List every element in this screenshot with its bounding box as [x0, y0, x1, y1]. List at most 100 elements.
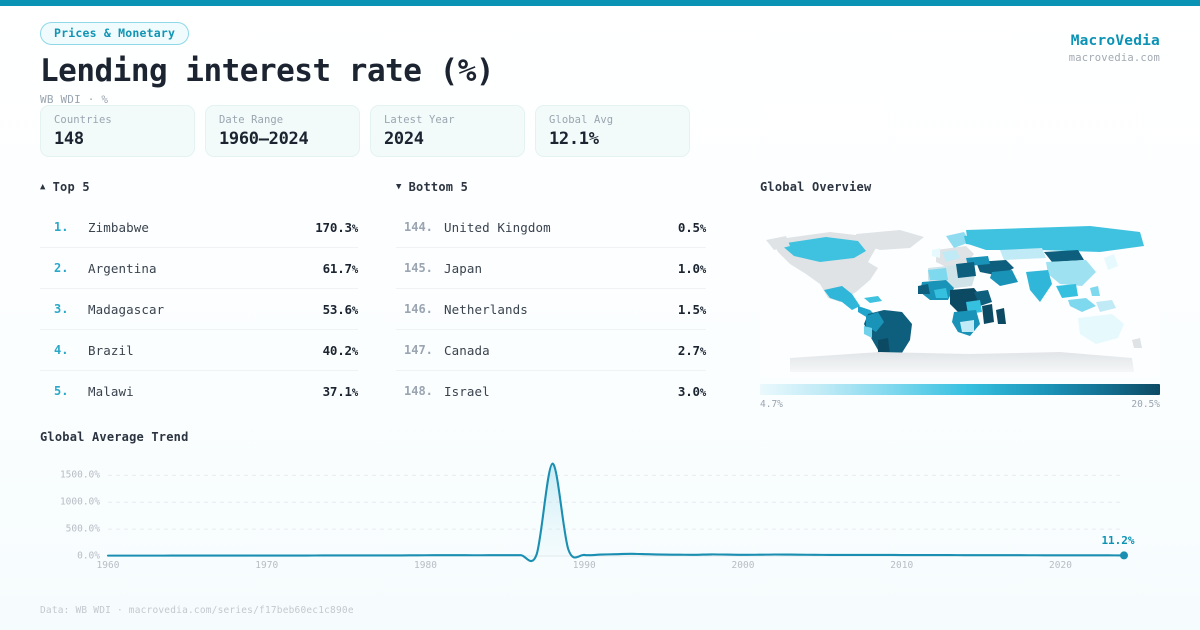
country-name: Zimbabwe [88, 219, 150, 235]
rank-number: 5. [54, 384, 69, 398]
legend-max-label: 20.5% [1131, 399, 1160, 410]
global-overview-title: Global Overview [760, 180, 872, 194]
ranking-row[interactable]: 4. Brazil 40.2% [40, 330, 358, 371]
rank-number: 2. [54, 261, 69, 275]
percent-sign: % [351, 263, 358, 276]
country-value: 40.2% [322, 342, 359, 358]
rank-number: 147. [404, 343, 433, 357]
x-tick-label: 1990 [572, 560, 596, 571]
x-tick-label: 1980 [414, 560, 437, 571]
stat-card-row: Countries 148 Date Range 1960–2024 Latest Ye… [40, 105, 690, 157]
chart-x-axis: 1960 1970 1980 1990 2000 2010 2020 [97, 560, 1160, 574]
ranking-row[interactable]: 145. Japan 1.0% [396, 248, 706, 289]
ranking-row[interactable]: 2. Argentina 61.7% [40, 248, 358, 289]
country-value: 61.7% [322, 260, 359, 276]
page-subtitle: WB WDI · % [40, 93, 109, 106]
country-value: 0.5% [678, 220, 706, 235]
percent-sign: % [351, 222, 358, 235]
percent-sign: % [351, 304, 358, 317]
stat-card: Date Range 1960–2024 [205, 105, 360, 157]
chart-y-axis: 1500.0% 1000.0% 500.0% 0.0% [40, 456, 100, 562]
value-number: 3.0 [677, 383, 700, 399]
x-tick-label: 1970 [255, 560, 279, 571]
top-5-title: Top 5 [52, 180, 90, 194]
triangle-down-icon: ▼ [396, 181, 402, 192]
country-name: Argentina [88, 260, 157, 276]
country-name: Madagascar [88, 301, 165, 317]
country-name: Brazil [88, 342, 134, 358]
y-tick-label: 1000.0% [59, 496, 100, 508]
top-5-panel: ▲ Top 5 1. Zimbabwe 170.3% 2. Argentina 61.7%… [40, 180, 358, 411]
ranking-row[interactable]: 5. Malawi 37.1% [40, 371, 358, 411]
percent-sign: % [699, 386, 706, 399]
rank-number: 4. [54, 343, 69, 357]
ranking-row[interactable]: 147. Canada 2.7% [396, 330, 706, 371]
top-5-heading: ▲ Top 5 [40, 180, 358, 194]
ranking-row[interactable]: 1. Zimbabwe 170.3% [40, 207, 358, 248]
country-value: 2.7% [678, 343, 706, 358]
percent-sign: % [351, 345, 358, 358]
country-name: Malawi [88, 383, 134, 399]
global-overview-panel: Global Overview [760, 180, 1160, 410]
percent-sign: % [699, 222, 706, 235]
value-number: 40.2 [322, 342, 353, 358]
chart-end-point-marker [1120, 551, 1128, 560]
ranking-row[interactable]: 146. Netherlands 1.5% [396, 289, 706, 330]
country-value: 1.0% [678, 261, 706, 276]
chart-area-fill [108, 463, 1124, 562]
value-number: 2.7 [677, 342, 700, 358]
chart-end-label: 11.2% [1101, 534, 1135, 548]
country-name: Japan [444, 260, 483, 276]
brand-url: macrovedia.com [1068, 52, 1160, 64]
header: Prices & Monetary Lending interest rate … [40, 22, 495, 106]
x-tick-label: 2000 [731, 560, 755, 571]
map-svg [760, 206, 1160, 378]
value-number: 1.0 [677, 260, 700, 276]
rank-number: 146. [404, 302, 433, 316]
world-choropleth-map [760, 206, 1160, 378]
x-tick-label: 1960 [96, 560, 120, 571]
country-value: 3.0% [678, 384, 706, 399]
percent-sign: % [699, 304, 706, 317]
stat-card-value: 2024 [384, 129, 424, 149]
country-name: United Kingdom [444, 219, 551, 235]
value-number: 0.5 [677, 219, 700, 235]
ranking-row[interactable]: 144. United Kingdom 0.5% [396, 207, 706, 248]
value-number: 61.7 [322, 260, 353, 276]
stat-card-label: Countries [54, 114, 112, 126]
trend-chart-svg [106, 462, 1128, 563]
country-name: Canada [444, 342, 490, 358]
value-number: 53.6 [322, 301, 353, 317]
brand-name: MacroVedia [1070, 33, 1160, 49]
ranking-row[interactable]: 148. Israel 3.0% [396, 371, 706, 411]
trend-title: Global Average Trend [40, 430, 189, 444]
legend-gradient-bar [760, 384, 1160, 395]
brand: MacroVedia macrovedia.com [1069, 33, 1160, 64]
stat-card: Latest Year 2024 [370, 105, 525, 157]
bottom-5-heading: ▼ Bottom 5 [396, 180, 706, 194]
stat-card-value: 148 [54, 129, 84, 149]
country-name: Israel [444, 383, 490, 399]
value-number: 1.5 [677, 301, 700, 317]
rank-number: 1. [54, 220, 69, 234]
map-color-legend: 4.7% 20.5% [760, 384, 1160, 410]
triangle-up-icon: ▲ [40, 181, 46, 192]
value-number: 170.3 [315, 219, 352, 235]
stat-card-value: 12.1% [549, 129, 599, 149]
country-name: Netherlands [444, 301, 528, 317]
country-value: 37.1% [323, 384, 359, 399]
legend-tick-labels: 4.7% 20.5% [760, 399, 1160, 410]
y-tick-label: 0.0% [77, 550, 100, 562]
rank-number: 145. [404, 261, 433, 275]
bottom-5-rows: 144. United Kingdom 0.5% 145. Japan 1.0% 146. N… [396, 207, 706, 411]
rank-number: 144. [404, 220, 433, 234]
country-value: 1.5% [678, 302, 706, 317]
country-value: 170.3% [315, 220, 358, 235]
stat-card-label: Date Range [219, 114, 284, 126]
page-title: Lending interest rate (%) [40, 53, 495, 89]
footer-source: Data: WB WDI · macrovedia.com/series/f17… [40, 605, 354, 616]
ranking-row[interactable]: 3. Madagascar 53.6% [40, 289, 358, 330]
chart-gridlines [108, 474, 1124, 557]
rank-number: 148. [404, 384, 433, 398]
